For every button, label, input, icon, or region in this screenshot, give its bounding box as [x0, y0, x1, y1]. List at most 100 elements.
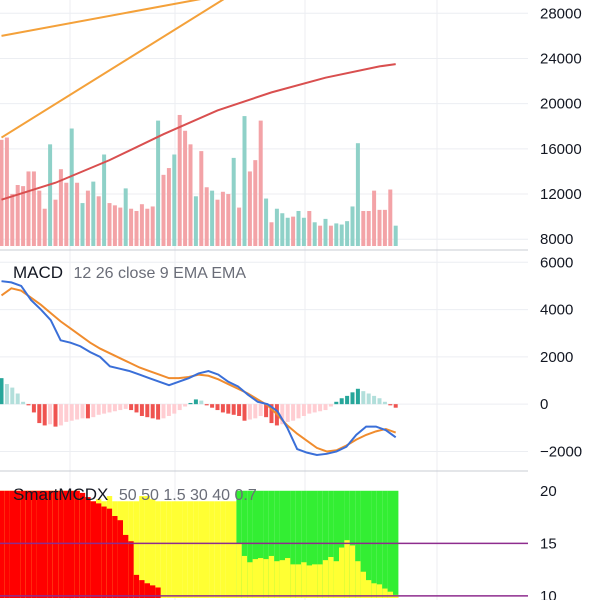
smartmcdx-red-bar — [155, 587, 161, 598]
macd-histogram-bar — [53, 404, 58, 427]
smartmcdx-yellow-bar — [290, 564, 296, 598]
volume-bar — [242, 116, 247, 246]
smartmcdx-yellow-bar — [225, 501, 231, 598]
macd-histogram-bar — [355, 388, 360, 405]
volume-bar — [291, 216, 296, 246]
smartmcdx-green-bar — [268, 490, 275, 598]
macd-histogram-bar — [312, 404, 317, 413]
macd-histogram-bar — [280, 404, 285, 425]
smartmcdx-green-bar — [274, 490, 280, 598]
volume-bar — [366, 210, 371, 246]
macd-histogram-bar — [177, 404, 182, 411]
macd-histogram-bar — [139, 404, 144, 416]
volume-bar — [393, 225, 398, 246]
smartmcdx-panel: SmartMCDX 50 50 1.5 30 40 0.7 20 15 10 — [0, 483, 557, 600]
smartmcdx-red-bar — [101, 506, 107, 598]
macd-tick-label: 4000 — [540, 302, 573, 319]
macd-histogram-bar — [10, 387, 15, 405]
macd-histogram-bar — [42, 404, 47, 426]
smartmcdx-green-bar — [290, 490, 296, 598]
volume-bar — [21, 186, 26, 246]
smartmcdx-yellow-bar — [312, 564, 318, 598]
smartmcdx-yellow-bar — [295, 564, 302, 598]
smartmcdx-green-bar — [333, 490, 339, 598]
macd-tick-label: 0 — [540, 396, 548, 413]
volume-bar — [166, 168, 171, 246]
macd-histogram-bar — [237, 404, 242, 416]
macd-histogram-bar — [118, 404, 123, 411]
volume-tick-label: 16000 — [540, 141, 582, 158]
smartmcdx-yellow-bar — [376, 584, 383, 598]
volume-bar — [15, 185, 20, 246]
macd-histogram-bar — [323, 404, 328, 411]
volume-bar — [42, 208, 47, 246]
smartmcdx-yellow-bar — [387, 591, 393, 598]
smartmcdx-yellow-bar — [182, 501, 188, 598]
macd-histogram-bar — [226, 404, 231, 414]
smartmcdx-green-bar — [263, 490, 269, 598]
volume-bar — [193, 196, 198, 246]
macd-histogram-bar — [64, 404, 69, 422]
smartmcdx-yellow-bar — [301, 562, 307, 598]
volume-bar — [183, 130, 188, 246]
volume-bar — [247, 171, 252, 246]
volume-bar — [80, 203, 85, 246]
volume-bar — [31, 171, 36, 246]
smartmcdx-red-bar — [96, 503, 102, 598]
macd-line — [1, 280, 397, 457]
smartmcdx-red-bar — [106, 508, 113, 598]
volume-axis-ticks: 28000 24000 20000 16000 12000 8000 — [540, 5, 582, 248]
smartmcdx-red-bar — [63, 490, 69, 598]
volume-bar — [253, 160, 258, 246]
macd-histogram-bar — [388, 404, 393, 406]
smartmcdx-yellow-bar — [274, 561, 280, 598]
macd-histogram-bar — [91, 404, 96, 418]
macd-histogram-bar — [15, 393, 20, 405]
macd-histogram-bar — [80, 404, 85, 419]
moving-average-fast-line-2 — [0, 0, 225, 139]
smartmcdx-yellow-bar — [187, 501, 194, 598]
volume-bar — [145, 208, 150, 246]
volume-bar — [123, 188, 128, 246]
volume-bar — [161, 174, 166, 246]
macd-axis-ticks: 6000 4000 2000 0 −2000 — [540, 254, 582, 460]
volume-bar — [382, 209, 387, 246]
smartmcdx-legend[interactable]: SmartMCDX 50 50 1.5 30 40 0.7 — [13, 485, 257, 504]
smartmcdx-yellow-bar — [139, 496, 145, 598]
smartmcdx-yellow-bar — [333, 561, 339, 598]
macd-histogram-bar — [231, 404, 236, 415]
volume-bar — [37, 190, 42, 246]
volume-bar — [118, 207, 123, 246]
volume-bar — [85, 190, 90, 246]
macd-histogram-bar — [85, 404, 90, 419]
smartmcdx-tick-label: 20 — [540, 483, 557, 500]
volume-bar — [91, 181, 96, 246]
volume-bar — [372, 190, 377, 246]
smartmcdx-yellow-bar — [279, 560, 285, 598]
smartmcdx-red-bar — [36, 490, 42, 598]
macd-histogram-bar — [242, 404, 247, 421]
macd-histogram-bar — [58, 404, 63, 426]
smartmcdx-green-bar — [376, 490, 383, 598]
macd-histogram-bar — [112, 404, 117, 412]
volume-bar — [264, 198, 269, 246]
macd-histogram-bar — [31, 404, 36, 413]
macd-histogram-bar — [69, 404, 74, 421]
macd-legend[interactable]: MACD 12 26 close 9 EMA EMA — [13, 263, 246, 282]
macd-histogram-bar — [193, 399, 198, 405]
smartmcdx-indicator-name: SmartMCDX — [13, 485, 108, 504]
macd-histogram-bar — [382, 401, 387, 405]
smartmcdx-red-bar — [144, 583, 150, 598]
smartmcdx-green-bar — [387, 490, 393, 598]
macd-histogram-bar — [188, 402, 193, 405]
smartmcdx-yellow-bar — [306, 565, 312, 598]
macd-histogram-bar — [247, 404, 252, 420]
macd-histogram-bar — [37, 404, 42, 424]
smartmcdx-yellow-bar — [133, 501, 140, 598]
volume-tick-label: 20000 — [540, 96, 582, 113]
smartmcdx-green-bar — [366, 490, 372, 598]
smartmcdx-yellow-bar — [171, 501, 177, 598]
volume-bar — [4, 137, 9, 246]
smartmcdx-yellow-bar — [160, 501, 167, 598]
